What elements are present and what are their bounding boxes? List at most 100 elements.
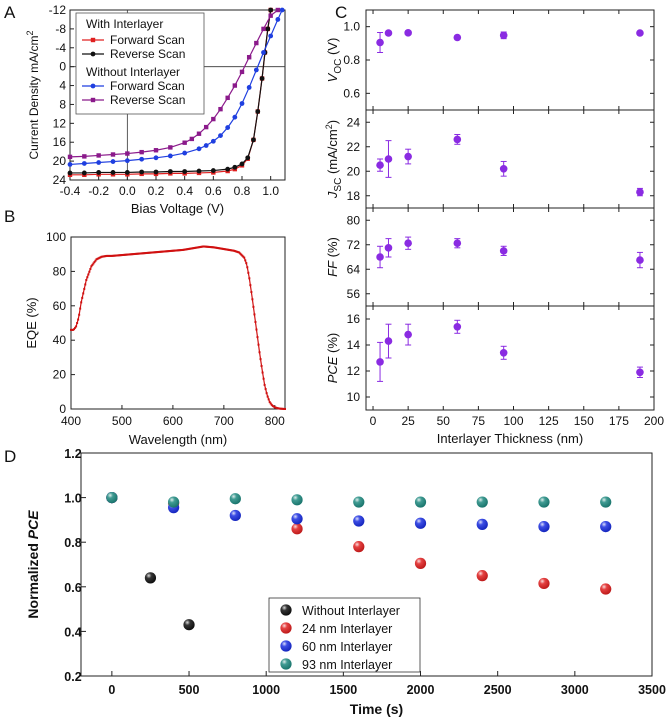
data-point: [268, 13, 273, 18]
data-point: [96, 170, 102, 175]
eqe-point: [267, 398, 270, 401]
data-point: [404, 239, 412, 248]
eqe-point: [182, 248, 185, 251]
data-point: [125, 151, 130, 156]
x-tick-label: 700: [214, 414, 234, 428]
data-point: [218, 133, 223, 139]
eqe-point: [81, 296, 84, 299]
eqe-point: [107, 254, 110, 257]
data-point-highlight: [538, 577, 550, 590]
eqe-point: [196, 246, 199, 249]
eqe-point: [224, 248, 227, 251]
data-point: [251, 137, 256, 143]
legend-entry: 60 nm Interlayer: [302, 640, 392, 654]
eqe-point: [172, 249, 175, 252]
eqe-point: [96, 257, 99, 260]
data-point: [153, 169, 159, 175]
eqe-point: [126, 253, 129, 256]
data-point-highlight: [414, 496, 427, 508]
eqe-point: [144, 252, 147, 255]
legend-box: [75, 12, 205, 115]
legend-entry: Forward Scan: [110, 79, 185, 93]
eqe-point: [116, 254, 119, 257]
data-point-highlight: [291, 523, 303, 535]
eqe-point: [242, 255, 245, 258]
eqe-point: [187, 248, 190, 251]
data-point: [261, 50, 266, 55]
data-point: [376, 161, 384, 169]
eqe-point: [91, 263, 94, 266]
eqe-point: [77, 318, 80, 321]
eqe-point: [84, 283, 87, 286]
x-tick-label: 175: [609, 414, 629, 428]
eqe-point: [240, 253, 243, 256]
data-point: [139, 149, 144, 155]
data-point: [67, 162, 73, 167]
y-tick-label: 0.4: [64, 625, 81, 639]
data-point-highlight: [353, 515, 365, 527]
eqe-point: [276, 407, 279, 410]
y-axis-label: Normalized PCE: [25, 510, 41, 619]
data-point: [139, 169, 145, 175]
data-point: [268, 7, 274, 13]
y-tick-label: 24: [347, 115, 361, 129]
y-tick-label: 20: [53, 368, 67, 382]
x-tick-label: 0.6: [205, 184, 222, 198]
panel-a: -0.4 -0.2 0.0 0.2 0.4 0.6 0.8 1.0 -12 -8 -4 0 4 8 12 16…: [25, 3, 286, 216]
subplot-2: 56 64 72 80 FF (%): [325, 207, 655, 307]
eqe-point: [74, 326, 77, 329]
eqe-point: [184, 248, 187, 251]
y-tick-label: 80: [53, 264, 67, 278]
y-label-symbol: FF: [325, 260, 340, 277]
data-point: [279, 7, 285, 13]
eqe-point: [110, 254, 113, 257]
series-line: [69, 9, 279, 158]
y-label-superscript: 2: [324, 124, 334, 129]
eqe-point: [281, 407, 284, 410]
data-point-highlight: [600, 496, 612, 508]
eqe-point: [260, 365, 263, 367]
data-point: [384, 29, 393, 37]
legend-marker-highlight: [280, 640, 292, 652]
legend-entry: Without Interlayer: [302, 604, 400, 618]
eqe-point: [149, 251, 152, 254]
eqe-point: [141, 252, 144, 255]
data-point: [453, 323, 462, 331]
y-label-unit: (mA/cm: [325, 129, 340, 177]
eqe-point: [130, 253, 133, 256]
eqe-point: [185, 248, 188, 251]
data-point: [225, 95, 230, 101]
eqe-point: [268, 401, 271, 404]
eqe-point: [195, 246, 198, 249]
y-tick-label: 10: [347, 390, 361, 404]
data-point-highlight: [291, 494, 303, 506]
data-point: [499, 247, 508, 255]
eqe-point: [179, 249, 182, 252]
x-tick-label: 125: [539, 414, 559, 428]
data-point: [376, 253, 384, 261]
eqe-line: [71, 245, 286, 410]
data-point: [167, 169, 173, 174]
legend-entry: Forward Scan: [110, 33, 185, 47]
x-tick-label: 75: [472, 414, 486, 428]
y-tick-label: 4: [59, 79, 66, 93]
eqe-point: [223, 248, 226, 251]
y-tick-label: 20: [53, 154, 67, 168]
data-point: [275, 7, 281, 13]
data-point-highlight: [600, 520, 612, 533]
eqe-point: [168, 250, 171, 253]
x-tick-label: 1000: [252, 683, 280, 697]
eqe-point: [233, 249, 236, 252]
data-point-highlight: [600, 583, 612, 595]
eqe-point: [108, 254, 111, 257]
y-axis-label: JSC (mA/cm2): [324, 120, 344, 199]
data-point: [96, 153, 101, 158]
data-point-highlight: [476, 518, 488, 530]
eqe-point: [262, 377, 265, 380]
y-label-text: Current Density mA/cm: [27, 35, 41, 159]
eqe-point: [211, 246, 214, 249]
legend-entry: Reverse Scan: [110, 47, 185, 61]
eqe-point: [188, 247, 191, 250]
data-point: [376, 38, 384, 47]
